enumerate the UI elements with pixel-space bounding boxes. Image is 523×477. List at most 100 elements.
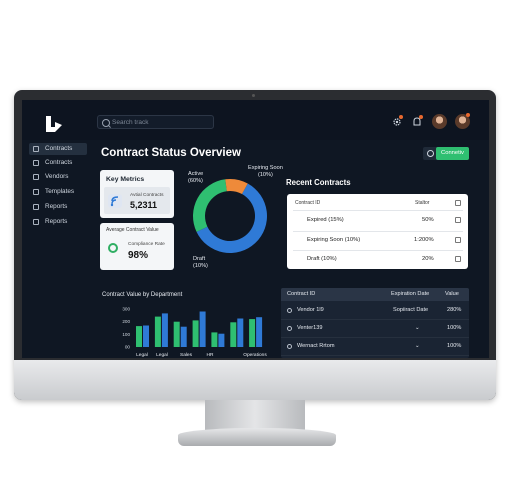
settings-icon[interactable] bbox=[392, 117, 402, 127]
sidebar-item-vendors[interactable]: Vendors bbox=[29, 171, 87, 183]
y-tick-label: 300 bbox=[122, 307, 130, 312]
donut-label-line: (10%) bbox=[257, 172, 273, 178]
avatar[interactable] bbox=[432, 114, 447, 129]
sidebar-item-label: Contracts bbox=[45, 159, 73, 166]
bar bbox=[199, 311, 206, 347]
donut-label-line: Active bbox=[188, 171, 204, 177]
search-icon bbox=[102, 119, 110, 127]
cell-date[interactable]: ⌄ bbox=[415, 325, 420, 331]
table-row[interactable]: Draft (10%) 20% bbox=[287, 250, 468, 269]
row-value: 1:200% bbox=[414, 237, 434, 243]
row-checkbox[interactable] bbox=[455, 256, 461, 262]
x-tick-label: Operations bbox=[243, 352, 267, 358]
sidebar-item-label: Vendors bbox=[45, 173, 69, 180]
column-header-value: Value bbox=[445, 291, 459, 297]
column-header-status: Staltor bbox=[415, 200, 430, 206]
bar bbox=[180, 326, 187, 347]
cell-value: 100% bbox=[447, 325, 462, 331]
sidebar-item-label: Templates bbox=[45, 188, 75, 195]
cell-id: Vendor 1l9 bbox=[297, 307, 324, 313]
bar bbox=[230, 322, 237, 347]
bar bbox=[192, 320, 199, 347]
bar-chart-axis: 300 200 100 00 bbox=[122, 307, 130, 350]
active-contracts-label: Avtial Contracts bbox=[130, 193, 164, 198]
screen: Search track Contracts Contracts Vendors bbox=[22, 100, 489, 358]
contract-value-card: Average Contract Value Compliance Rate 9… bbox=[100, 223, 174, 270]
app-logo bbox=[46, 116, 62, 132]
donut-label-expiring: Expiring Soon (10%) bbox=[248, 165, 283, 179]
bar bbox=[154, 316, 161, 347]
bar-chart-marks bbox=[136, 311, 263, 347]
x-tick-label: HR bbox=[207, 352, 214, 358]
check-circle-icon bbox=[108, 243, 118, 253]
avatar[interactable] bbox=[455, 114, 470, 129]
donut-label-line: Expiring Soon bbox=[248, 165, 283, 171]
sidebar-item-reports[interactable]: Reports bbox=[29, 216, 87, 228]
row-name: Draft (10%) bbox=[307, 256, 337, 262]
cell-date[interactable]: ⌄ bbox=[415, 343, 420, 349]
report-icon bbox=[33, 219, 39, 225]
recent-contracts-card: Contract ID Staltor Expired (15%) 50% Ex… bbox=[287, 194, 468, 269]
monitor-stand bbox=[205, 400, 305, 432]
table-row[interactable]: Venter139 ⌄ 100% bbox=[281, 320, 469, 338]
page-title: Contract Status Overview bbox=[101, 147, 241, 159]
donut-label-line: Draft bbox=[193, 256, 206, 262]
connect-button[interactable]: Connetiv bbox=[423, 147, 469, 160]
bar-chart-title: Contract Value by Department bbox=[102, 292, 183, 298]
column-header-id: Contract ID bbox=[295, 200, 321, 206]
divider bbox=[293, 210, 463, 211]
contract-icon bbox=[287, 344, 292, 349]
notification-dot bbox=[466, 113, 470, 117]
contract-icon bbox=[287, 308, 292, 313]
sidebar-item-label: Contracts bbox=[45, 145, 73, 152]
table-row[interactable]: Expired (15%) 50% bbox=[287, 211, 468, 230]
sidebar-item-contracts[interactable]: Contracts bbox=[29, 157, 87, 169]
contract-table: Contract ID Expiration Date Value Vendor… bbox=[281, 288, 469, 358]
y-tick-label: 00 bbox=[125, 345, 131, 350]
x-tick-label: Legal bbox=[156, 352, 168, 358]
y-tick-label: 200 bbox=[122, 319, 130, 324]
cell-date: Sopiiract Date bbox=[393, 307, 429, 313]
monitor-chin bbox=[14, 360, 496, 400]
monitor-base bbox=[178, 428, 336, 446]
report-icon bbox=[33, 204, 39, 210]
cell-id: Venter139 bbox=[297, 325, 323, 331]
sidebar-item-contracts[interactable]: Contracts bbox=[29, 143, 87, 155]
key-metrics-card: Key Metrics Avtial Contracts 5,2311 bbox=[100, 170, 174, 218]
sidebar-item-templates[interactable]: Templates bbox=[29, 186, 87, 198]
select-all-checkbox[interactable] bbox=[455, 200, 461, 206]
sidebar-item-reports[interactable]: Reports bbox=[29, 201, 87, 213]
bar bbox=[161, 313, 168, 347]
cell-value: 100% bbox=[447, 343, 462, 349]
connect-button-label: Connetiv bbox=[436, 147, 469, 160]
bar bbox=[256, 317, 263, 347]
table-row[interactable]: Vendor 1l9 Sopiiract Date 280% bbox=[281, 302, 469, 320]
table-row[interactable]: Wernact Rrtom ⌄ 100% bbox=[281, 338, 469, 356]
webcam bbox=[252, 94, 255, 97]
search-input[interactable]: Search track bbox=[97, 115, 214, 129]
donut-label-line: (10%) bbox=[193, 263, 208, 269]
top-bar: Search track bbox=[22, 100, 489, 140]
divider bbox=[293, 250, 463, 251]
compliance-label: Compliance Rate bbox=[128, 242, 165, 247]
notification-dot bbox=[419, 115, 423, 119]
bar bbox=[211, 332, 218, 347]
donut-slice bbox=[196, 183, 267, 253]
bell-icon[interactable] bbox=[412, 117, 422, 127]
bar bbox=[218, 333, 225, 347]
row-checkbox[interactable] bbox=[455, 237, 461, 243]
compliance-value: 98% bbox=[128, 250, 149, 261]
row-checkbox[interactable] bbox=[455, 217, 461, 223]
cell-id: Wernact Rrtom bbox=[297, 343, 335, 349]
table-row[interactable]: Expiring Soon (10%) 1:200% bbox=[287, 231, 468, 250]
department-bar-chart: 300 200 100 00 Legal Legal Sales HR Operations bbox=[122, 307, 267, 359]
active-contracts-value: 5,2311 bbox=[130, 200, 158, 210]
row-name: Expiring Soon (10%) bbox=[307, 237, 361, 243]
vendor-icon bbox=[33, 174, 39, 180]
template-icon bbox=[33, 189, 39, 195]
signal-icon bbox=[108, 194, 122, 208]
search-placeholder: Search track bbox=[112, 119, 149, 126]
recent-contracts-title: Recent Contracts bbox=[286, 178, 351, 187]
donut-label-active: Active (60%) bbox=[188, 171, 203, 185]
status-donut-chart bbox=[192, 178, 267, 253]
